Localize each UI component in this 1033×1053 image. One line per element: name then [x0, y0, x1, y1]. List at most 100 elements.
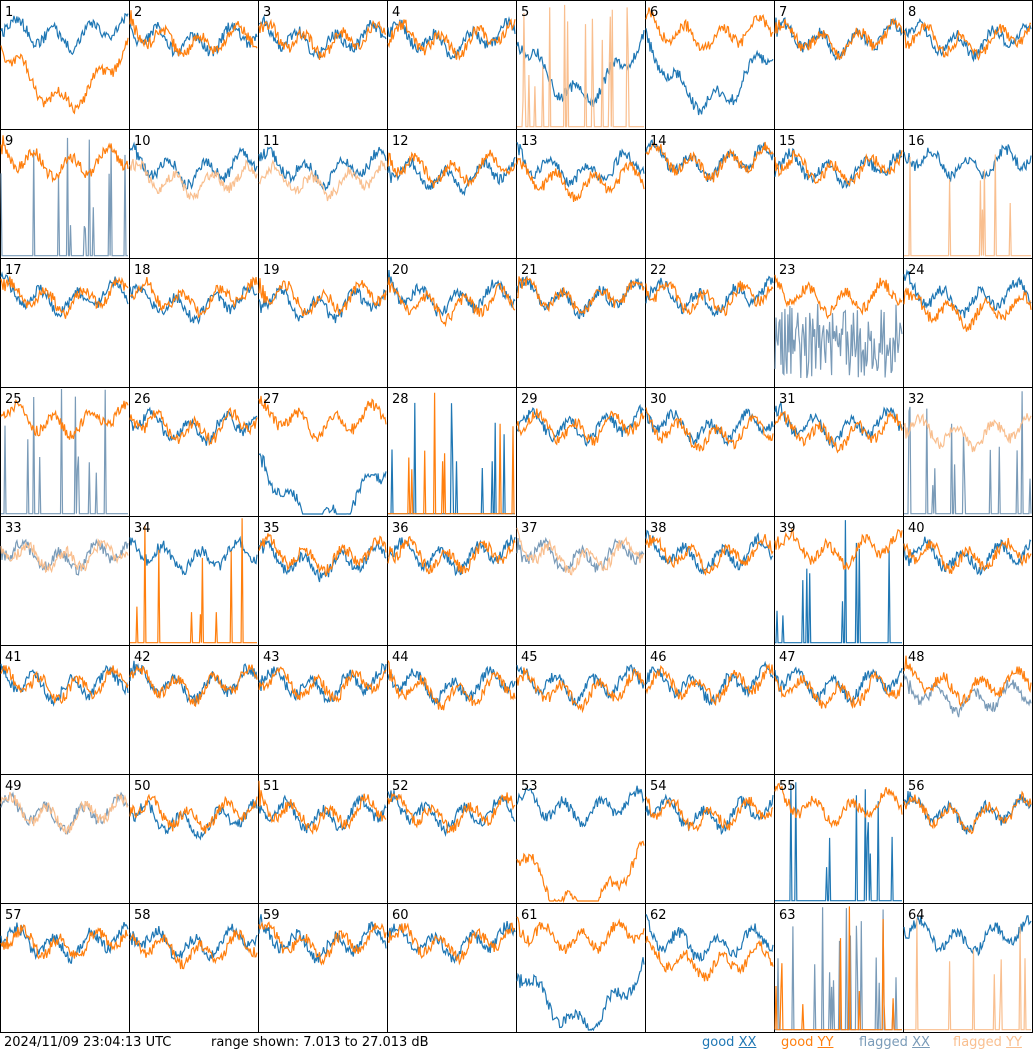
panel-frame [258, 645, 388, 775]
antenna-panel-43: 43 [258, 645, 388, 775]
xx-line [516, 30, 645, 108]
antenna-panel-16: 16 [903, 129, 1033, 259]
antenna-panel-17: 17 [0, 258, 130, 388]
panel-frame [129, 387, 259, 517]
panel-label: 55 [779, 779, 796, 794]
panel-label: 3 [263, 5, 271, 20]
yy-line [774, 274, 903, 320]
yy-line [903, 21, 1031, 61]
panel-frame [258, 0, 388, 130]
antenna-panel-10: 10 [129, 129, 259, 259]
antenna-panel-24: 24 [903, 258, 1033, 388]
yy-line [904, 154, 1031, 257]
xx-line [774, 666, 903, 706]
panel-label: 37 [521, 521, 538, 536]
panel-label: 41 [5, 650, 22, 665]
panel-label: 32 [908, 392, 925, 407]
panel-frame [516, 516, 646, 646]
antenna-panel-31: 31 [774, 387, 904, 517]
xx-line [903, 144, 1032, 183]
antenna-panel-27: 27 [258, 387, 388, 517]
yy-line [645, 280, 774, 317]
xx-line [258, 452, 387, 515]
yy-line [516, 667, 645, 714]
antenna-panel-59: 59 [258, 903, 388, 1033]
yy-line [387, 660, 516, 711]
antenna-panel-52: 52 [387, 774, 517, 904]
xx-line [903, 915, 1032, 957]
xx-line [258, 285, 387, 324]
xx-line [258, 662, 387, 704]
panel-label: 8 [908, 5, 916, 20]
antenna-panel-26: 26 [129, 387, 259, 517]
panel-label: 2 [134, 5, 142, 20]
panel-label: 4 [392, 5, 400, 20]
panel-label: 17 [5, 263, 22, 278]
yy-line [903, 413, 1032, 453]
xx-line [516, 785, 645, 828]
xx-line [129, 799, 258, 841]
legend-pol: YY [1006, 1035, 1022, 1050]
xx-line [129, 141, 258, 190]
yy-line [0, 665, 129, 705]
panel-label: 60 [392, 908, 409, 923]
panel-label: 22 [650, 263, 667, 278]
panel-frame [387, 903, 517, 1033]
xx-line [0, 12, 129, 56]
yy-line [516, 408, 645, 446]
xx-line [774, 17, 903, 61]
panel-label: 51 [263, 779, 280, 794]
yy-line [645, 7, 774, 51]
antenna-panel-41: 41 [0, 645, 130, 775]
panel-frame [516, 258, 646, 388]
panel-frame [0, 516, 130, 646]
yy-line [258, 395, 387, 442]
antenna-panel-55: 55 [774, 774, 904, 904]
xx-line [0, 791, 129, 835]
panel-frame [774, 516, 904, 646]
panel-label: 50 [134, 779, 151, 794]
antenna-panel-29: 29 [516, 387, 646, 517]
panel-frame [645, 387, 775, 517]
antenna-panel-3: 3 [258, 0, 388, 130]
antenna-panel-51: 51 [258, 774, 388, 904]
antenna-panel-54: 54 [645, 774, 775, 904]
antenna-panel-15: 15 [774, 129, 904, 259]
xx-line [1, 388, 128, 515]
panel-label: 61 [521, 908, 538, 923]
antenna-panel-18: 18 [129, 258, 259, 388]
yy-line [387, 149, 516, 189]
antenna-panel-4: 4 [387, 0, 517, 130]
legend-word: good [781, 1035, 814, 1050]
panel-label: 46 [650, 650, 667, 665]
panel-label: 21 [521, 263, 538, 278]
panel-frame [516, 387, 646, 517]
panel-frame [903, 903, 1033, 1033]
yy-line [258, 780, 387, 836]
panel-frame [0, 258, 130, 388]
antenna-panel-60: 60 [387, 903, 517, 1033]
footer: 2024/11/09 23:04:13 UTC range shown: 7.0… [0, 1033, 1033, 1053]
panel-frame [0, 645, 130, 775]
timestamp: 2024/11/09 23:04:13 UTC [4, 1035, 172, 1050]
legend-word: flagged [953, 1035, 1002, 1050]
xx-line [258, 14, 387, 59]
panel-frame [129, 645, 259, 775]
panel-label: 34 [134, 521, 151, 536]
antenna-panel-2: 2 [129, 0, 259, 130]
panel-frame [0, 774, 130, 904]
panel-frame [903, 645, 1033, 775]
panel-frame [387, 774, 517, 904]
yy-line [516, 527, 645, 576]
panel-label: 52 [392, 779, 409, 794]
panel-label: 36 [392, 521, 409, 536]
panel-frame [903, 0, 1033, 130]
antenna-panel-28: 28 [387, 387, 517, 517]
xx-line [387, 16, 516, 60]
antenna-panel-44: 44 [387, 645, 517, 775]
panel-label: 63 [779, 908, 796, 923]
panel-label: 18 [134, 263, 151, 278]
yy-line [387, 922, 516, 966]
panel-label: 40 [908, 521, 925, 536]
